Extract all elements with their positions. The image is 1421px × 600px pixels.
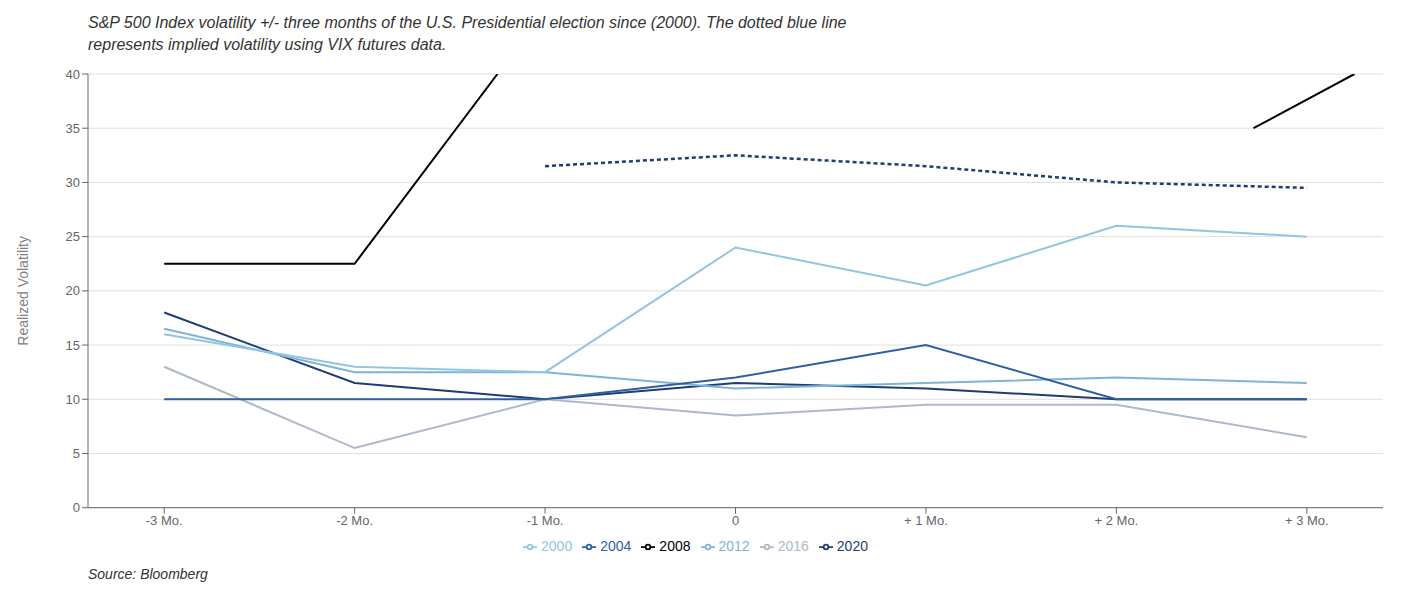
svg-text:35: 35	[66, 121, 80, 136]
svg-text:-2 Mo.: -2 Mo.	[336, 513, 373, 528]
svg-text:0: 0	[73, 500, 80, 515]
html-text:2004: 2004	[600, 537, 632, 554]
html-text:2012: 2012	[718, 537, 750, 554]
svg-text:30: 30	[66, 175, 80, 190]
html-text:2016: 2016	[777, 537, 809, 554]
svg-text:+ 3 Mo.: + 3 Mo.	[1285, 513, 1329, 528]
svg-text:5: 5	[73, 446, 80, 461]
svg-text:20: 20	[66, 283, 80, 298]
svg-text:25: 25	[66, 229, 80, 244]
html-text:2020: 2020	[836, 537, 868, 554]
html-text:S&P 500 Index volatility +/- t: S&P 500 Index volatility +/- three month…	[88, 14, 847, 53]
svg-text:+ 1 Mo.: + 1 Mo.	[904, 513, 948, 528]
svg-text:-3 Mo.: -3 Mo.	[146, 513, 183, 528]
svg-text:Realized Volatility: Realized Volatility	[15, 236, 31, 346]
svg-text:10: 10	[66, 392, 80, 407]
html-text:Source: Bloomberg: Source: Bloomberg	[88, 566, 208, 582]
svg-text:-1 Mo.: -1 Mo.	[527, 513, 564, 528]
svg-text:15: 15	[66, 338, 80, 353]
svg-text:+ 2 Mo.: + 2 Mo.	[1095, 513, 1139, 528]
html-text:2000: 2000	[541, 537, 573, 554]
html-text:2008: 2008	[659, 537, 691, 554]
svg-text:40: 40	[66, 67, 80, 82]
svg-text:0: 0	[732, 513, 739, 528]
